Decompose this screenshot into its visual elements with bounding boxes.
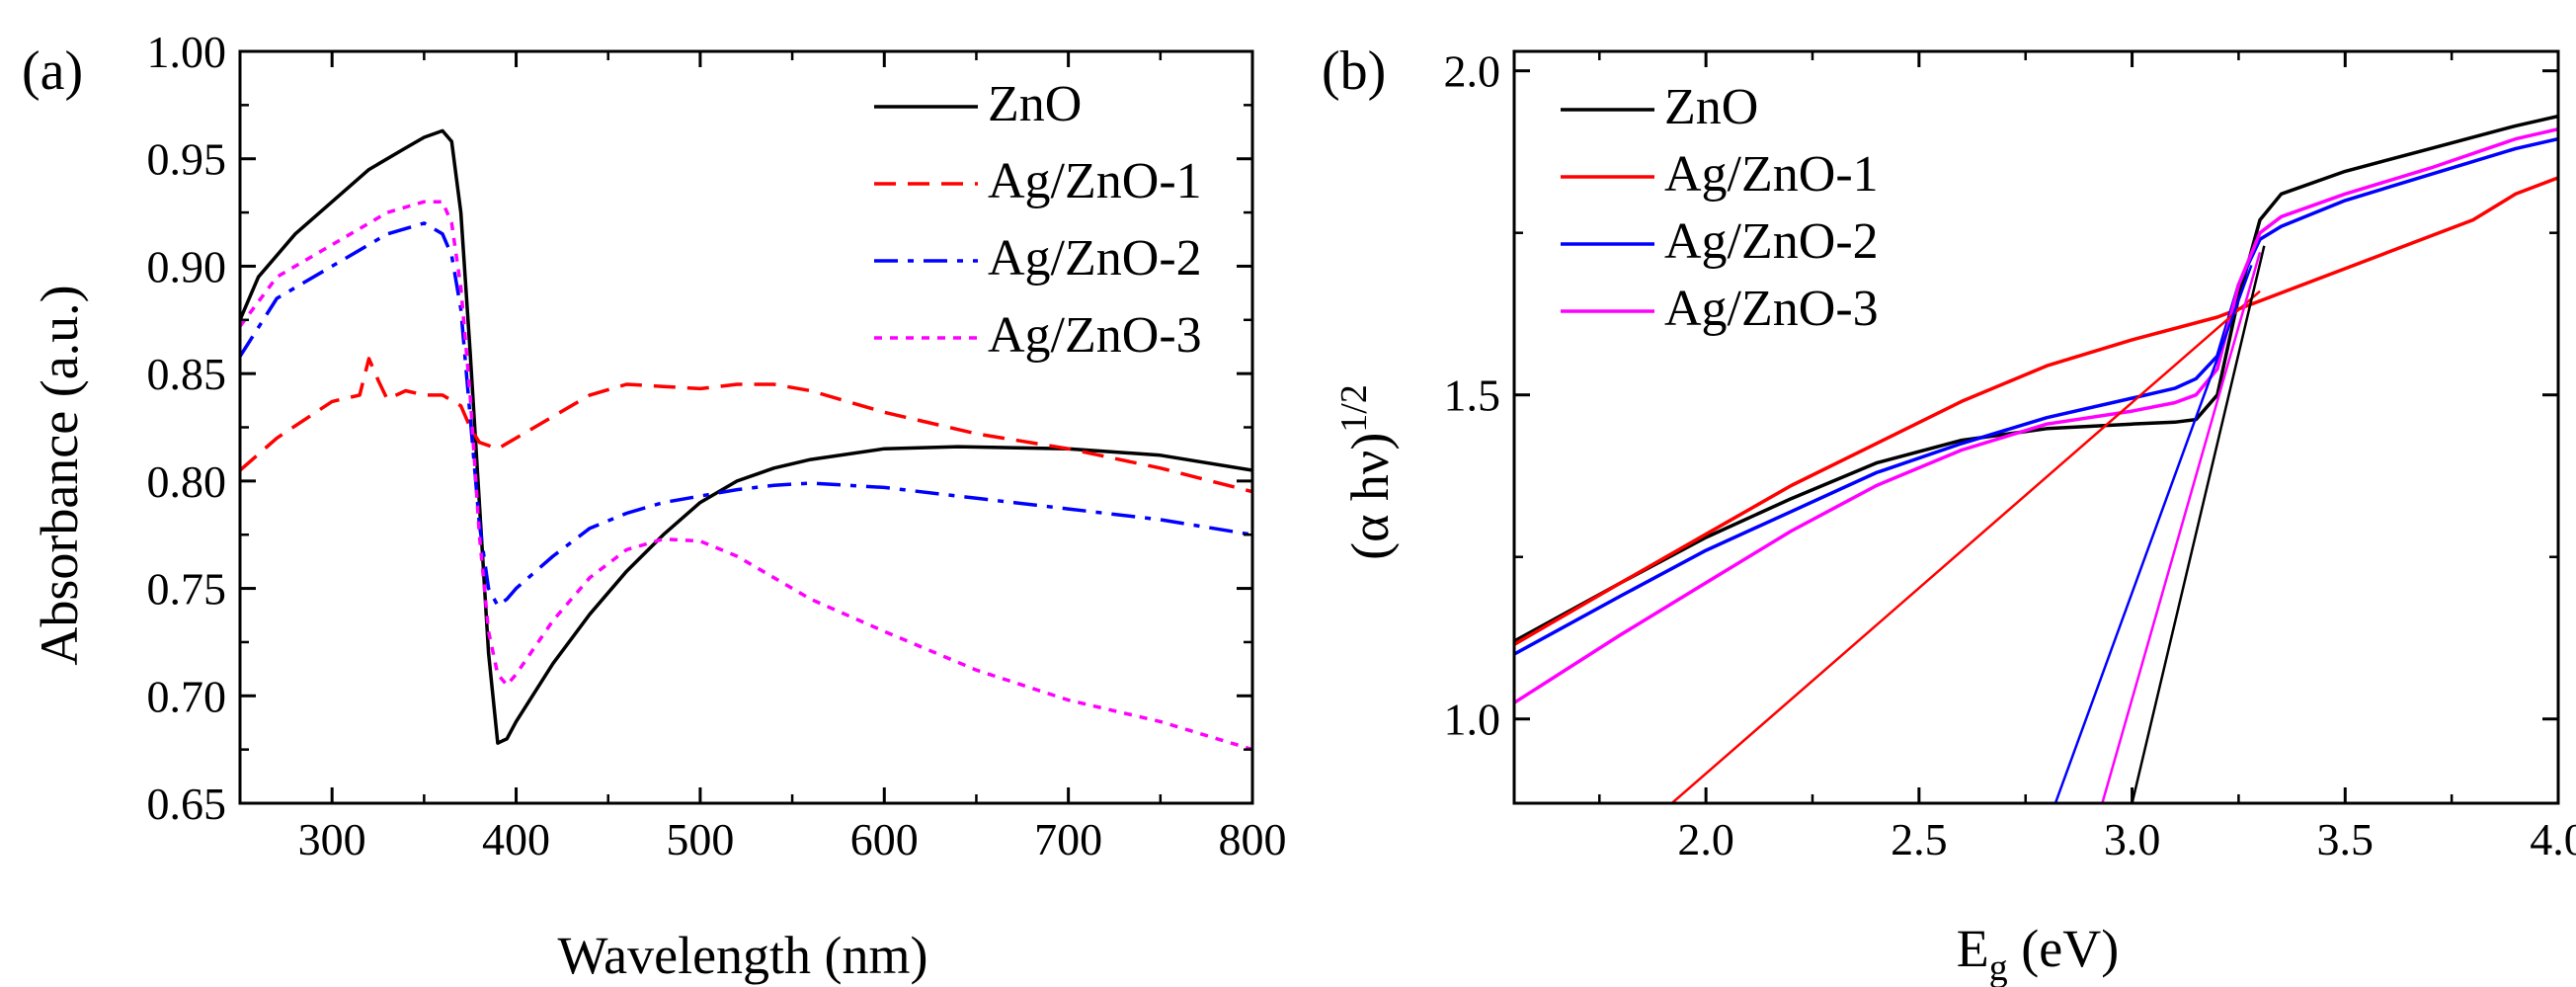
panel-b-x-axis-label: Eg (eV) (1957, 919, 2119, 987)
panel-b-ticks: 2.0 2.5 3.0 3.5 4.0 1.0 1.5 2.0 (1444, 46, 2576, 864)
panel-a-x-axis-label: Wavelength (nm) (557, 926, 927, 985)
y-tick-label: 0.70 (147, 671, 227, 721)
fit-line-ag-zno-2 (2053, 265, 2253, 803)
x-tick-label: 2.0 (1677, 814, 1734, 864)
y-tick-label: 1.0 (1444, 695, 1501, 745)
panel-b-plot-area (1512, 49, 2560, 805)
legend-label: Ag/ZnO-2 (988, 230, 1202, 287)
y-tick-label: 2.0 (1444, 46, 1501, 97)
x-tick-label: 3.0 (2104, 814, 2161, 864)
series-line-ag-zno-2 (1514, 136, 2558, 656)
legend-label: ZnO (1664, 79, 1758, 135)
panel-a-y-axis-label: Absorbance (a.u.) (30, 285, 89, 665)
panel-b-legend: ZnO Ag/ZnO-1 Ag/ZnO-2 Ag/ZnO-3 (1561, 79, 1879, 337)
series-line-zno (240, 128, 1252, 745)
series-line-ag-zno-2 (240, 221, 1252, 608)
panel-b-y-axis-label-sup: 1/2 (1333, 384, 1375, 433)
panel-b-tauc-chart: (b) 2.0 2.5 3.0 3.5 4.0 1.0 1.5 2.0 Eg (eV) (α … (1322, 41, 2576, 987)
x-tick-label: 3.5 (2317, 814, 2375, 864)
fit-line-zno (2131, 245, 2266, 803)
series-line-ag-zno-1 (1514, 176, 2558, 646)
panel-a-legend: ZnO Ag/ZnO-1 Ag/ZnO-2 Ag/ZnO-3 (874, 76, 1202, 364)
panel-b-x-axis-label-sub: g (1989, 947, 2008, 987)
panel-a-label: (a) (22, 41, 83, 102)
series-line-ag-zno-1 (240, 357, 1252, 494)
panel-b-y-axis-label: (α hν)1/2 (1333, 384, 1400, 560)
panel-b-y-axis-label-main: (α hν) (1340, 433, 1400, 560)
legend-label: Ag/ZnO-3 (1664, 281, 1879, 337)
legend-label: ZnO (988, 76, 1082, 132)
x-tick-label: 2.5 (1891, 814, 1948, 864)
fit-line-ag-zno-3 (2101, 252, 2262, 803)
y-tick-label: 0.90 (147, 241, 227, 291)
panel-a-absorbance-chart: (a) 300 400 500 600 700 800 0.65 0.70 0.75 0.80 0.… (22, 27, 1287, 985)
panel-b-x-axis-label-main: E (1957, 919, 1989, 978)
legend-label: Ag/ZnO-3 (988, 307, 1202, 364)
fit-line-ag-zno-1 (1670, 289, 2261, 803)
y-tick-label: 0.95 (147, 134, 227, 185)
x-tick-label: 600 (850, 814, 919, 864)
series-line-ag-zno-3 (240, 200, 1252, 752)
y-tick-label: 0.65 (147, 779, 227, 829)
legend-label: Ag/ZnO-1 (988, 153, 1202, 209)
legend-label: Ag/ZnO-1 (1664, 146, 1879, 203)
legend-label: Ag/ZnO-2 (1664, 213, 1879, 270)
x-tick-label: 800 (1219, 814, 1287, 864)
y-tick-label: 1.5 (1444, 370, 1501, 421)
y-tick-label: 0.85 (147, 349, 227, 399)
x-tick-label: 4.0 (2530, 814, 2576, 864)
x-tick-label: 700 (1034, 814, 1102, 864)
series-line-ag-zno-3 (1514, 126, 2558, 704)
x-tick-label: 500 (666, 814, 734, 864)
series-line-zno (1514, 114, 2558, 643)
y-tick-label: 1.00 (147, 27, 227, 77)
x-tick-label: 300 (298, 814, 366, 864)
x-tick-label: 400 (482, 814, 550, 864)
panel-a-ticks: 300 400 500 600 700 800 0.65 0.70 0.75 0.80 0.85 0.… (147, 27, 1287, 864)
panel-b-x-axis-label-unit: (eV) (2008, 919, 2119, 978)
y-tick-label: 0.80 (147, 456, 227, 507)
panel-series-group (240, 128, 1252, 752)
panel-series-group (1514, 114, 2558, 803)
panel-b-label: (b) (1322, 41, 1386, 102)
plot-frame (1512, 49, 2560, 805)
y-tick-label: 0.75 (147, 564, 227, 615)
